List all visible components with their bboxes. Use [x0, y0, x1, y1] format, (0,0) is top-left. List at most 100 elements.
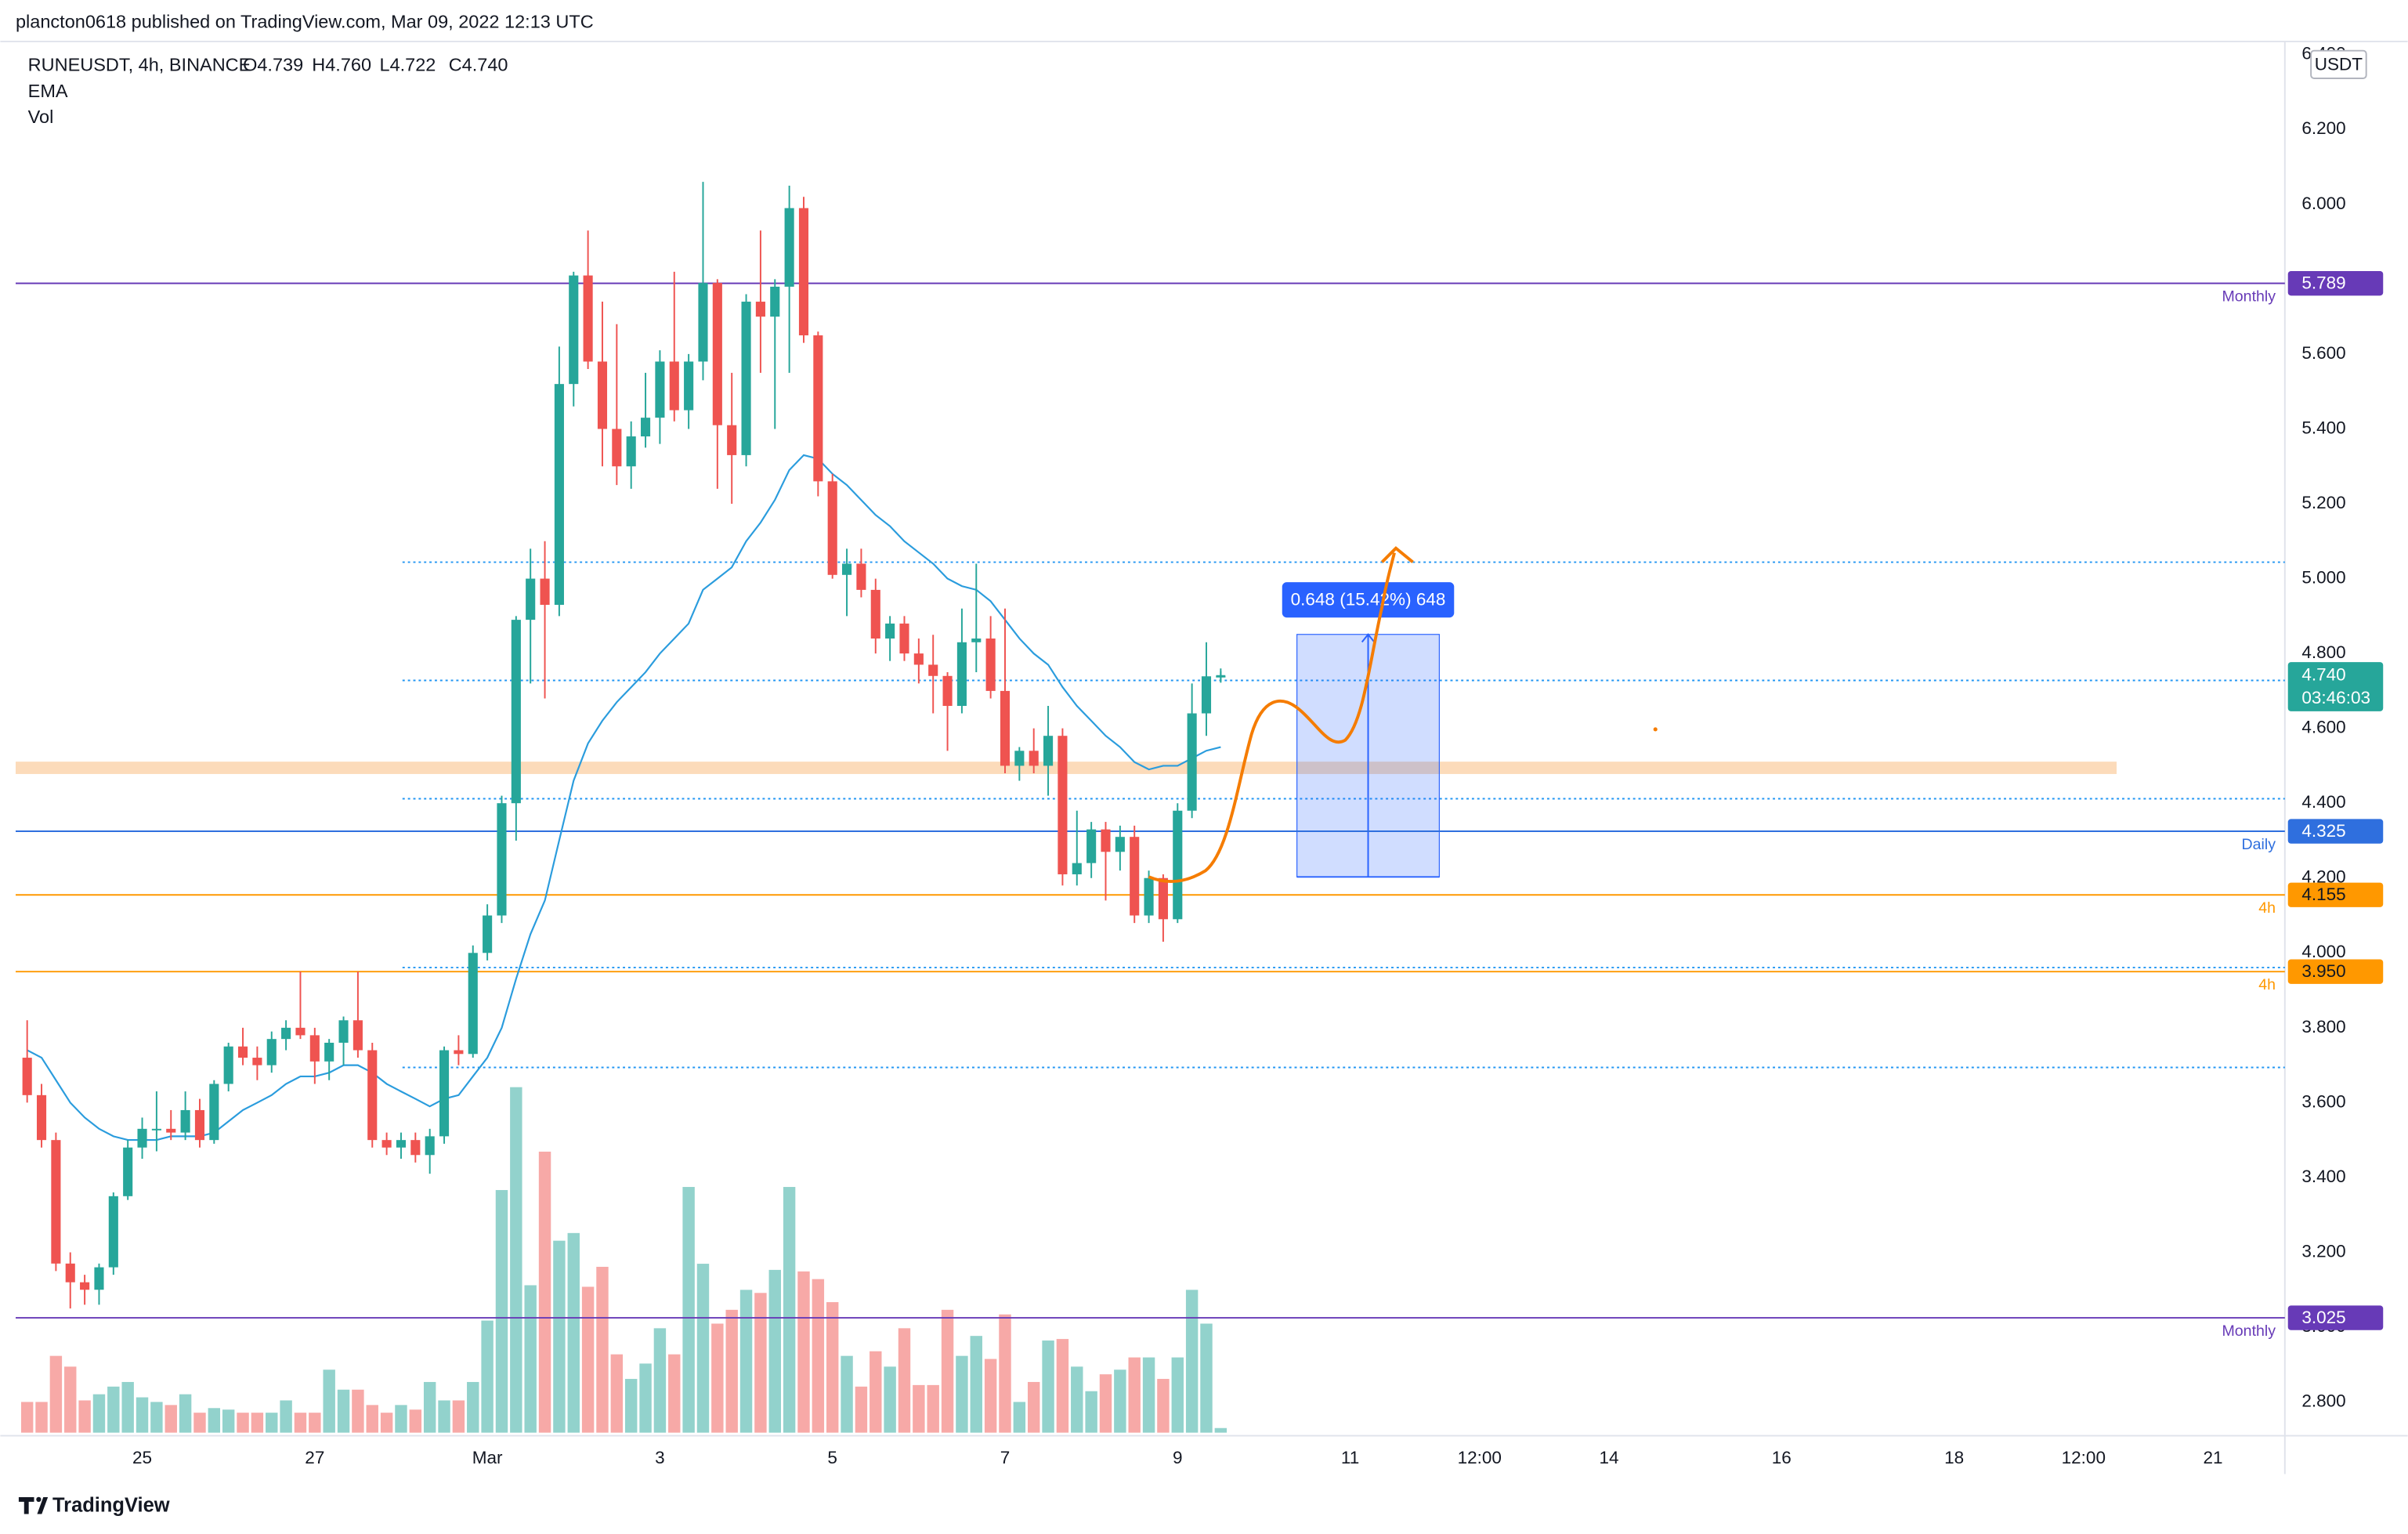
price-tag-label: 3.025	[2301, 1308, 2345, 1327]
y-tick-label: 3.800	[2301, 1017, 2345, 1037]
x-tick-label: 16	[1772, 1448, 1792, 1467]
price-tag	[2287, 959, 2384, 984]
volume-bar	[1185, 1290, 1199, 1433]
volume-bar	[553, 1240, 566, 1433]
volume-bar	[1214, 1427, 1228, 1433]
ema-line	[27, 454, 1221, 1141]
candle-body	[1029, 751, 1039, 766]
volume-bar	[251, 1413, 264, 1433]
candle-body	[295, 1027, 306, 1036]
volume-bar	[668, 1354, 681, 1433]
x-tick-label: 5	[827, 1448, 837, 1467]
footer-brand: TradingView	[52, 1494, 170, 1516]
volume-bar	[495, 1189, 508, 1433]
candle-body	[540, 578, 550, 606]
volume-bar	[1027, 1381, 1040, 1433]
volume-bar	[438, 1400, 450, 1433]
candle-body	[94, 1267, 104, 1290]
candle-body	[1187, 713, 1197, 811]
volume-bar	[92, 1394, 106, 1433]
candle-body	[827, 481, 837, 575]
candle-body	[324, 1042, 334, 1062]
y-tick-label: 4.800	[2301, 642, 2345, 662]
volume-bar	[337, 1389, 350, 1433]
volume-bar	[567, 1232, 580, 1433]
volume-bar	[107, 1386, 120, 1433]
candle-body	[80, 1282, 90, 1290]
candle-body	[913, 653, 924, 665]
volume-bar	[581, 1286, 595, 1433]
volume-bar	[538, 1151, 551, 1433]
candle-body	[727, 425, 737, 455]
x-tick-label: 3	[655, 1448, 665, 1467]
volume-bar	[927, 1384, 939, 1433]
volume-bar	[452, 1400, 465, 1433]
candle-body	[813, 335, 823, 482]
volume-bar	[682, 1187, 695, 1433]
candle-body	[51, 1140, 61, 1264]
candle-body	[252, 1058, 262, 1065]
candle-body	[526, 578, 536, 620]
candle-body	[281, 1027, 291, 1040]
volume-bar	[165, 1405, 177, 1433]
volume-bar	[49, 1355, 63, 1433]
price-axis: 2.8003.0003.2003.4003.6003.8004.0004.200…	[132, 44, 2384, 1467]
volume-bar	[323, 1369, 335, 1433]
volume-bar	[826, 1302, 839, 1433]
indicator-vol: Vol	[28, 107, 54, 127]
y-tick-label: 2.800	[2301, 1391, 2345, 1411]
volume-bar	[768, 1269, 781, 1433]
ohlc-low: L4.722	[380, 54, 436, 74]
volume-bar	[294, 1413, 307, 1433]
volume-bar	[1056, 1339, 1069, 1433]
volume-bar	[739, 1290, 753, 1433]
volume-bar	[1171, 1357, 1184, 1433]
volume-bar	[783, 1187, 796, 1433]
candle-body	[755, 302, 765, 317]
volume-bar	[1200, 1323, 1213, 1433]
candle-body	[65, 1263, 75, 1283]
candle-body	[425, 1136, 435, 1156]
ohlc-open: O4.739	[243, 54, 303, 74]
candle-body	[1043, 736, 1054, 766]
volume-bar	[524, 1285, 537, 1433]
level-name: 4h	[2258, 899, 2276, 917]
candle-body	[798, 208, 809, 336]
volume-bar	[984, 1359, 997, 1433]
y-tick-label: 3.600	[2301, 1091, 2345, 1111]
candle-body	[209, 1084, 219, 1141]
candle-body	[367, 1050, 378, 1141]
volume-bar	[956, 1355, 968, 1433]
volume-bar	[78, 1400, 91, 1433]
volume-bar	[510, 1087, 522, 1433]
candle-body	[137, 1128, 147, 1148]
candle-body	[180, 1109, 190, 1133]
volume-bar	[841, 1355, 853, 1433]
volume-bar	[754, 1293, 767, 1433]
volume-bar	[280, 1400, 292, 1433]
volume-bar	[467, 1381, 479, 1433]
volume-bar	[1114, 1369, 1126, 1433]
volume-bar	[150, 1402, 163, 1433]
candle-body	[194, 1109, 205, 1141]
candle-body	[410, 1140, 421, 1156]
price-tag-label: 4.325	[2301, 821, 2345, 841]
x-tick-label: 18	[1944, 1448, 1964, 1467]
volume-bar	[481, 1320, 494, 1433]
candle-body	[971, 639, 982, 642]
price-tag-label: 5.789	[2301, 273, 2345, 293]
volume-bar	[1099, 1374, 1112, 1433]
x-tick-label: 25	[132, 1448, 152, 1467]
candle-body	[497, 803, 507, 916]
candle-body	[1158, 877, 1168, 920]
countdown-label: 03:46:03	[2301, 688, 2370, 707]
candle-body	[123, 1147, 133, 1196]
candle-body	[1072, 863, 1082, 874]
volume-bar	[999, 1314, 1011, 1433]
published-line: plancton0618 published on TradingView.co…	[16, 12, 594, 32]
candle-body	[338, 1020, 349, 1043]
candle-body	[1130, 837, 1140, 916]
y-tick-label: 5.400	[2301, 418, 2345, 437]
unit-box	[2310, 49, 2367, 79]
